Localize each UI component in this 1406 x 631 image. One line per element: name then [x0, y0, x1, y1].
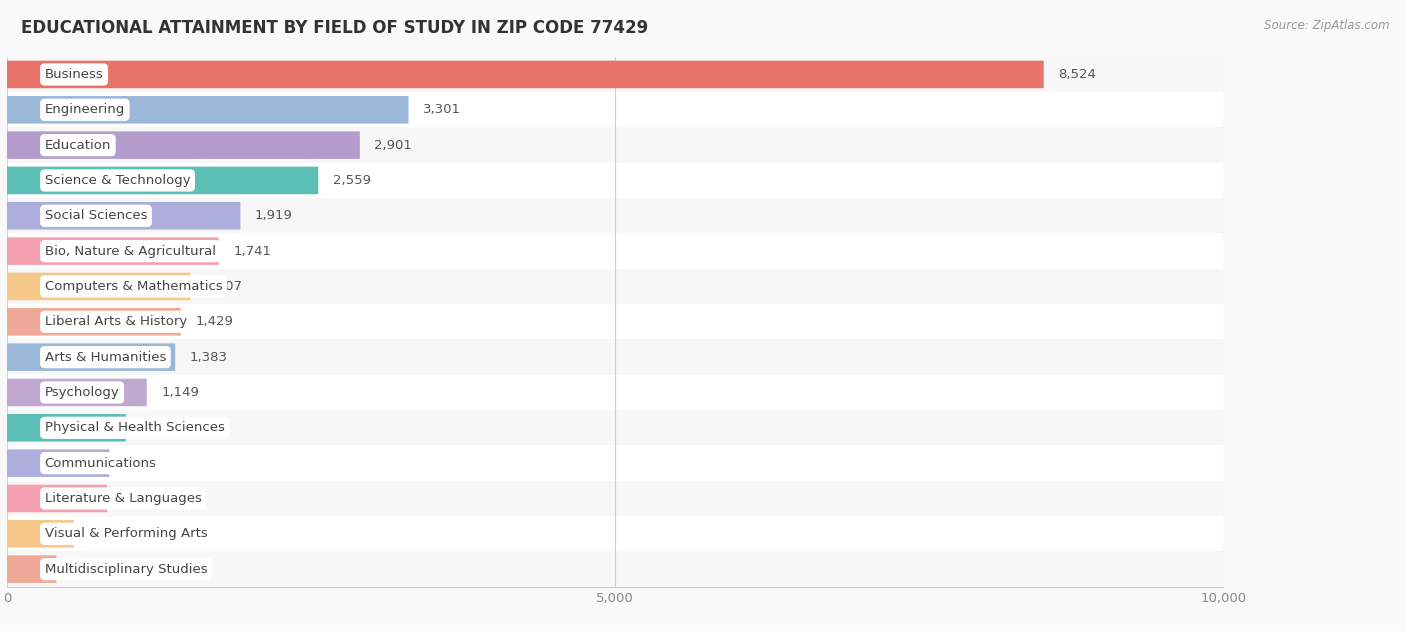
- Text: 1,741: 1,741: [233, 245, 271, 257]
- Bar: [7, 551, 1223, 587]
- Text: 1,383: 1,383: [190, 351, 228, 363]
- Bar: [7, 57, 1223, 92]
- Text: 8,524: 8,524: [1059, 68, 1097, 81]
- Bar: [7, 269, 1223, 304]
- FancyBboxPatch shape: [7, 273, 190, 300]
- Bar: [7, 481, 1223, 516]
- Text: Science & Technology: Science & Technology: [45, 174, 190, 187]
- Bar: [7, 445, 1223, 481]
- FancyBboxPatch shape: [7, 520, 73, 548]
- Text: Communications: Communications: [45, 457, 156, 469]
- Bar: [7, 339, 1223, 375]
- FancyBboxPatch shape: [7, 61, 1043, 88]
- Text: Physical & Health Sciences: Physical & Health Sciences: [45, 422, 225, 434]
- Text: Business: Business: [45, 68, 104, 81]
- Text: Engineering: Engineering: [45, 103, 125, 116]
- Text: 1,149: 1,149: [162, 386, 200, 399]
- FancyBboxPatch shape: [7, 414, 127, 442]
- Text: 824: 824: [122, 492, 148, 505]
- Text: 841: 841: [124, 457, 149, 469]
- Text: 1,429: 1,429: [195, 316, 233, 328]
- FancyBboxPatch shape: [7, 379, 146, 406]
- FancyBboxPatch shape: [7, 131, 360, 159]
- Text: 977: 977: [141, 422, 166, 434]
- Text: 406: 406: [70, 563, 96, 575]
- Text: 2,559: 2,559: [333, 174, 371, 187]
- Bar: [7, 375, 1223, 410]
- FancyBboxPatch shape: [7, 167, 318, 194]
- Text: Social Sciences: Social Sciences: [45, 209, 148, 222]
- Bar: [7, 127, 1223, 163]
- Text: 548: 548: [89, 528, 114, 540]
- Bar: [7, 198, 1223, 233]
- FancyBboxPatch shape: [7, 449, 110, 477]
- FancyBboxPatch shape: [7, 485, 107, 512]
- Text: Source: ZipAtlas.com: Source: ZipAtlas.com: [1264, 19, 1389, 32]
- Text: EDUCATIONAL ATTAINMENT BY FIELD OF STUDY IN ZIP CODE 77429: EDUCATIONAL ATTAINMENT BY FIELD OF STUDY…: [21, 19, 648, 37]
- Text: Bio, Nature & Agricultural: Bio, Nature & Agricultural: [45, 245, 215, 257]
- Text: Visual & Performing Arts: Visual & Performing Arts: [45, 528, 208, 540]
- Text: 3,301: 3,301: [423, 103, 461, 116]
- Bar: [7, 410, 1223, 445]
- FancyBboxPatch shape: [7, 202, 240, 230]
- Text: 1,507: 1,507: [205, 280, 243, 293]
- Text: 2,901: 2,901: [374, 139, 412, 151]
- FancyBboxPatch shape: [7, 308, 181, 336]
- FancyBboxPatch shape: [7, 237, 219, 265]
- FancyBboxPatch shape: [7, 96, 409, 124]
- Text: Psychology: Psychology: [45, 386, 120, 399]
- Bar: [7, 163, 1223, 198]
- FancyBboxPatch shape: [7, 343, 176, 371]
- Text: Education: Education: [45, 139, 111, 151]
- Text: Literature & Languages: Literature & Languages: [45, 492, 201, 505]
- Text: Arts & Humanities: Arts & Humanities: [45, 351, 166, 363]
- Text: 1,919: 1,919: [254, 209, 292, 222]
- Bar: [7, 304, 1223, 339]
- Text: Multidisciplinary Studies: Multidisciplinary Studies: [45, 563, 207, 575]
- Text: Computers & Mathematics: Computers & Mathematics: [45, 280, 222, 293]
- Bar: [7, 516, 1223, 551]
- Bar: [7, 233, 1223, 269]
- Text: Liberal Arts & History: Liberal Arts & History: [45, 316, 187, 328]
- FancyBboxPatch shape: [7, 555, 56, 583]
- Bar: [7, 92, 1223, 127]
